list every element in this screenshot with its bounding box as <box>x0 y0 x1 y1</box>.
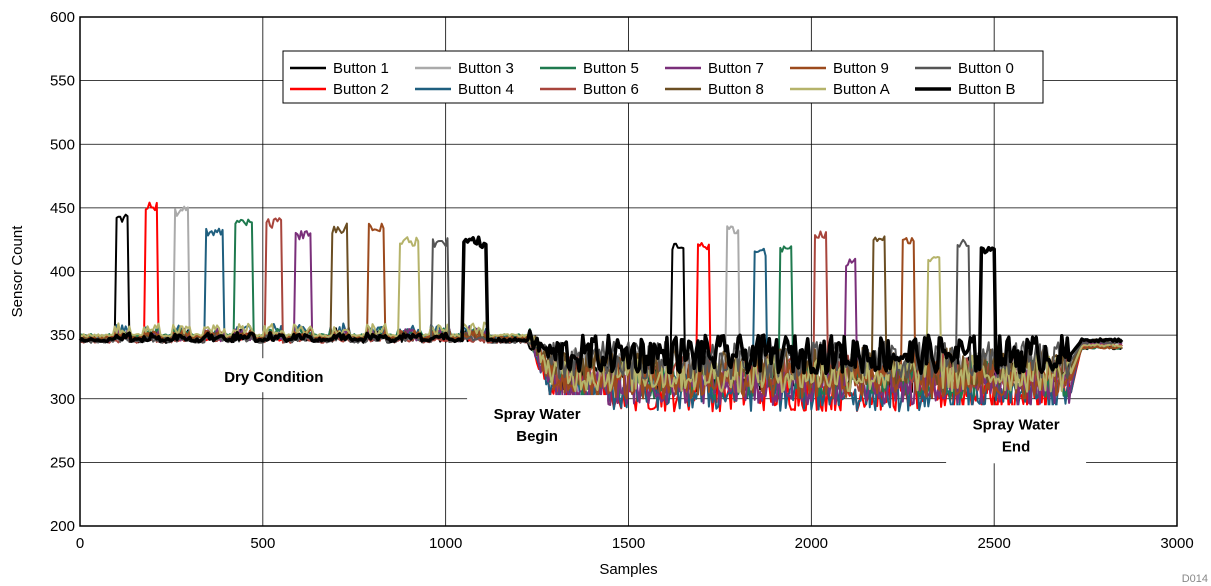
legend-label: Button B <box>958 81 1016 98</box>
y-axis-label: Sensor Count <box>9 225 26 318</box>
legend-label: Button 9 <box>833 60 889 77</box>
y-tick-label: 450 <box>50 200 75 217</box>
legend-label: Button 7 <box>708 60 764 77</box>
annotation-box <box>196 358 352 393</box>
legend-label: Button 2 <box>333 81 389 98</box>
x-axis-label: Samples <box>599 561 657 578</box>
series-lines <box>78 201 1124 413</box>
legend-label: Button 4 <box>458 81 514 98</box>
y-tick-label: 500 <box>50 136 75 153</box>
x-tick-labels: 0 500 1000 1500 2000 2500 3000 <box>76 535 1194 552</box>
legend-label: Button 0 <box>958 60 1014 77</box>
annotation-label: Begin <box>516 428 558 445</box>
annotation-box <box>946 405 1087 464</box>
x-tick-label: 2500 <box>977 535 1010 552</box>
legend-label: Button 1 <box>333 60 389 77</box>
x-tick-label: 0 <box>76 535 84 552</box>
legend: Button 1 Button 3 Button 5 Button 7 Button 9… <box>282 50 1044 104</box>
annotation-label: Dry Condition <box>224 369 323 386</box>
y-tick-label: 550 <box>50 73 75 90</box>
annotation-label: End <box>1002 438 1030 455</box>
y-tick-label: 400 <box>50 264 75 281</box>
legend-label: Button 6 <box>583 81 639 98</box>
y-tick-labels: 200 250 300 350 400 450 500 550 600 <box>50 9 75 535</box>
annotation-label: Spray Water <box>973 416 1060 433</box>
y-tick-label: 200 <box>50 518 75 535</box>
y-tick-label: 300 <box>50 391 75 408</box>
figure-id: D014 <box>1182 573 1208 585</box>
y-tick-label: 250 <box>50 454 75 471</box>
annotation-label: Spray Water <box>494 406 581 423</box>
y-tick-label: 350 <box>50 327 75 344</box>
annotation-box <box>467 395 608 454</box>
y-tick-label: 600 <box>50 9 75 26</box>
x-tick-label: 1000 <box>429 535 462 552</box>
legend-label: Button 3 <box>458 60 514 77</box>
x-tick-label: 3000 <box>1160 535 1193 552</box>
legend-label: Button A <box>833 81 890 98</box>
legend-label: Button 5 <box>583 60 639 77</box>
x-tick-label: 2000 <box>795 535 828 552</box>
legend-box <box>282 50 1044 104</box>
x-tick-label: 1500 <box>612 535 645 552</box>
legend-label: Button 8 <box>708 81 764 98</box>
series-line <box>78 235 1124 376</box>
plot-frame <box>79 16 1178 527</box>
x-tick-label: 500 <box>250 535 275 552</box>
annotations: Dry Condition Spray Water Begin Spray Water… <box>196 358 1087 464</box>
